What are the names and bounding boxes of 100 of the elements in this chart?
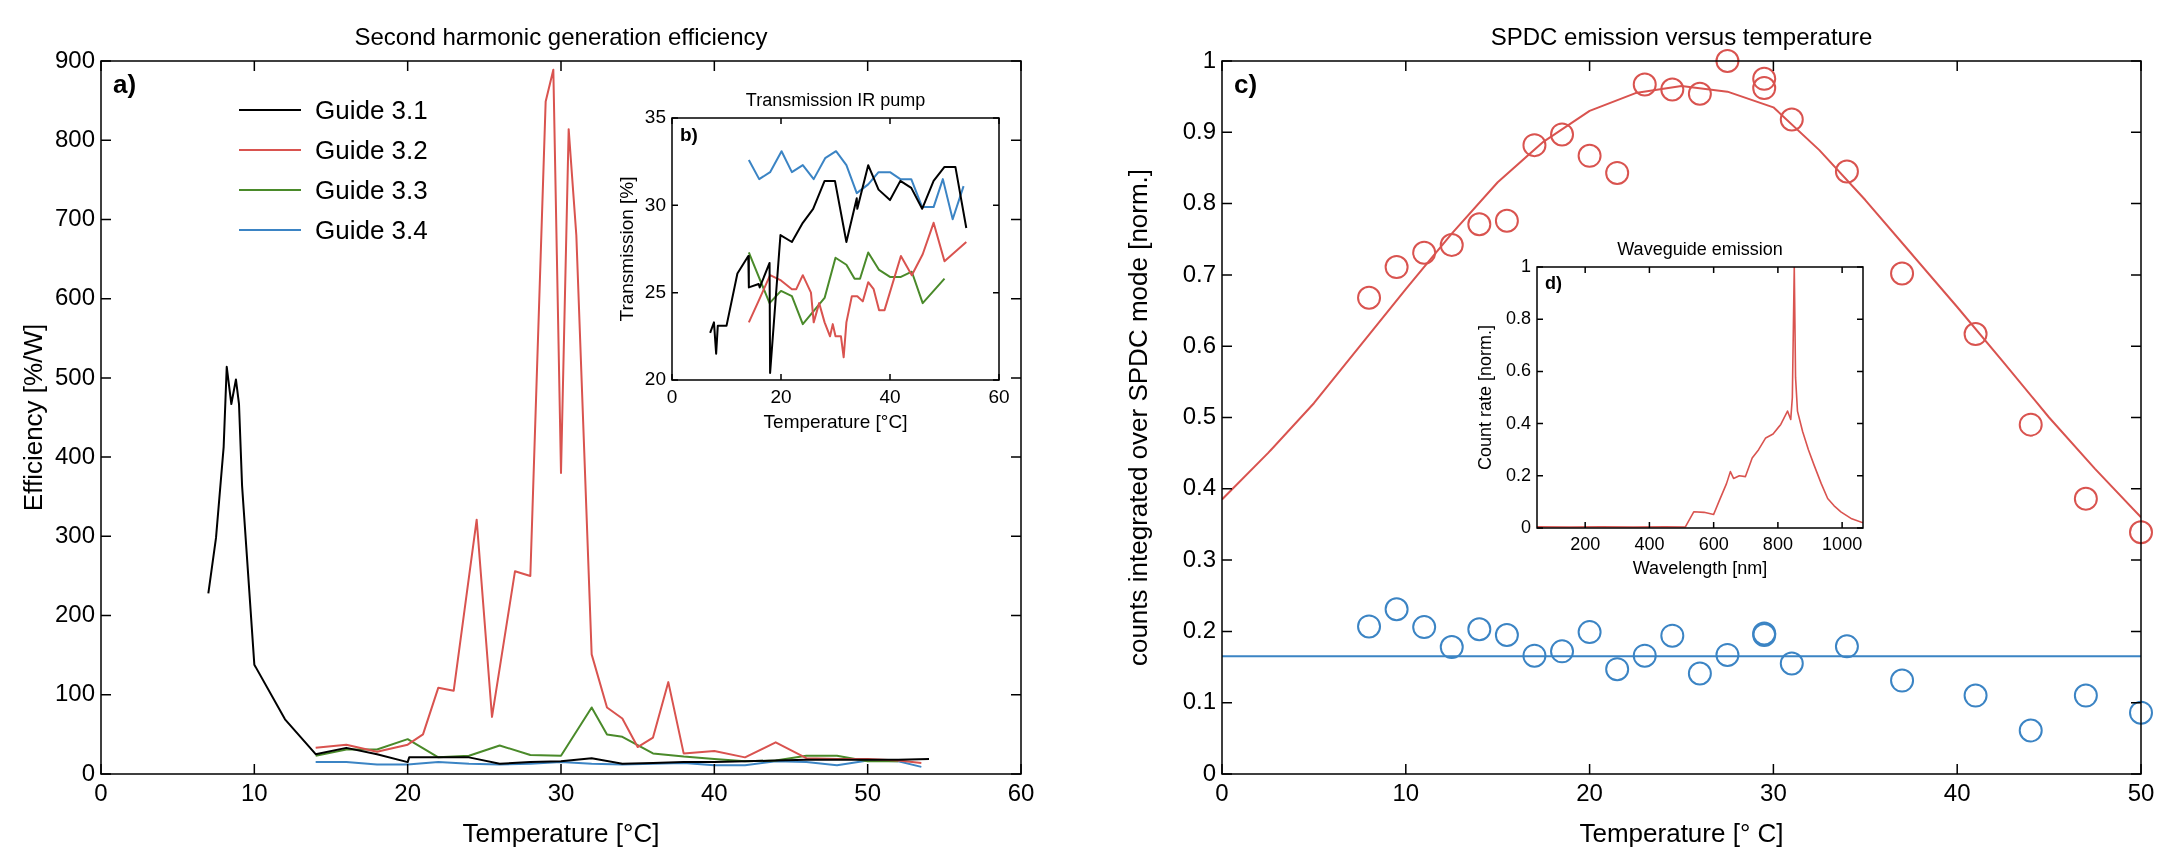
point (1752, 76, 1777, 101)
x-tick-label: 600 (1698, 533, 1729, 554)
annotation: a) (113, 69, 137, 100)
point (1890, 668, 1915, 693)
x-tick-label: 30 (1760, 779, 1787, 807)
y-axis-title: Efficiency [%/W] (17, 323, 48, 512)
point (1779, 651, 1804, 676)
point (1439, 635, 1464, 660)
x-tick-label: 60 (988, 385, 1010, 407)
point (1412, 615, 1437, 640)
point (1834, 159, 1859, 184)
point (1467, 212, 1492, 237)
y-tick-label: 0.2 (1505, 464, 1531, 485)
y-tick-label: 0.4 (1505, 412, 1531, 433)
y-tick-label: 1 (1520, 255, 1531, 276)
y-tick-label: 0.6 (1505, 360, 1531, 381)
point (1357, 614, 1382, 639)
legend-label: Guide 3.1 (315, 93, 428, 127)
y-tick-label: 0.2 (1182, 616, 1216, 644)
y-tick-label: 20 (644, 368, 666, 390)
x-tick-label: 200 (1570, 533, 1601, 554)
y-tick-label: 35 (644, 106, 666, 128)
point (2129, 700, 2153, 725)
y-tick-label: 25 (644, 280, 666, 302)
legend-label: Guide 3.4 (315, 213, 428, 247)
point (1963, 322, 1988, 347)
point (1467, 617, 1492, 642)
x-tick-label: 1000 (1822, 533, 1863, 554)
point (1632, 72, 1657, 97)
y-tick-label: 0 (81, 758, 95, 786)
point (1632, 643, 1657, 668)
y-axis-title: Transmission [%] (615, 176, 637, 322)
x-tick-label: 50 (2127, 779, 2155, 807)
point (1715, 642, 1740, 667)
point (1550, 122, 1575, 147)
point (1577, 143, 1602, 168)
point (1494, 622, 1519, 647)
y-tick-label: 900 (54, 45, 95, 73)
point (2129, 520, 2153, 545)
x-tick-label: 40 (1943, 779, 1971, 807)
point (1357, 285, 1382, 310)
x-tick-label: 20 (770, 385, 792, 407)
y-tick-label: 0.8 (1182, 188, 1216, 216)
y-tick-label: 0 (1202, 758, 1216, 786)
point (1577, 620, 1602, 645)
y-tick-label: 300 (54, 520, 95, 548)
annotation: b) (680, 123, 698, 145)
point (1522, 133, 1547, 158)
y-tick-label: 0.8 (1505, 308, 1531, 329)
x-tick-label: 20 (394, 779, 422, 807)
x-axis-title: Wavelength [nm] (1632, 558, 1768, 579)
annotation: c) (1234, 69, 1258, 100)
y-tick-label: 100 (54, 679, 95, 707)
point (1687, 81, 1712, 106)
x-axis-title: Temperature [° C] (1579, 817, 1784, 848)
y-axis-title: Count rate [norm.] (1474, 324, 1495, 471)
x-tick-label: 10 (240, 779, 268, 807)
point (1494, 208, 1519, 233)
point (1439, 232, 1464, 257)
x-axis-title: Temperature [°C] (462, 817, 660, 848)
y-tick-label: 500 (54, 362, 95, 390)
y-tick-label: 700 (54, 204, 95, 232)
x-tick-label: 10 (1392, 779, 1420, 807)
chart-title: Second harmonic generation efficiency (354, 22, 768, 50)
point (2018, 718, 2043, 743)
x-tick-label: 40 (879, 385, 901, 407)
y-tick-label: 600 (54, 283, 95, 311)
y-tick-label: 0.1 (1182, 687, 1216, 715)
x-tick-label: 40 (700, 779, 728, 807)
y-tick-label: 0.5 (1182, 402, 1216, 430)
y-tick-label: 30 (644, 193, 666, 215)
y-tick-label: 0 (1520, 516, 1531, 537)
point (1779, 107, 1804, 132)
chart-title: SPDC emission versus temperature (1490, 22, 1873, 50)
point (1687, 661, 1712, 686)
point (2073, 683, 2098, 708)
point (1834, 634, 1859, 659)
y-tick-label: 0.9 (1182, 116, 1216, 144)
point (1550, 639, 1575, 664)
point (1412, 240, 1437, 265)
point (1522, 643, 1547, 668)
point (1752, 66, 1777, 91)
point (1384, 597, 1409, 622)
annotation: d) (1545, 272, 1562, 293)
point (1384, 255, 1409, 280)
legend-label: Guide 3.3 (315, 173, 428, 207)
point (2018, 412, 2043, 437)
x-tick-label: 400 (1634, 533, 1665, 554)
y-tick-label: 200 (54, 600, 95, 628)
point (1605, 160, 1630, 185)
x-tick-label: 30 (547, 779, 575, 807)
x-tick-label: 800 (1762, 533, 1793, 554)
point (2073, 486, 2098, 511)
point (1605, 657, 1630, 682)
x-axis-title: Temperature [°C] (763, 410, 908, 432)
x-tick-label: 50 (854, 779, 882, 807)
y-tick-label: 400 (54, 441, 95, 469)
point (1963, 683, 1988, 708)
legend-label: Guide 3.2 (315, 133, 428, 167)
chart-title: Waveguide emission (1617, 238, 1783, 259)
